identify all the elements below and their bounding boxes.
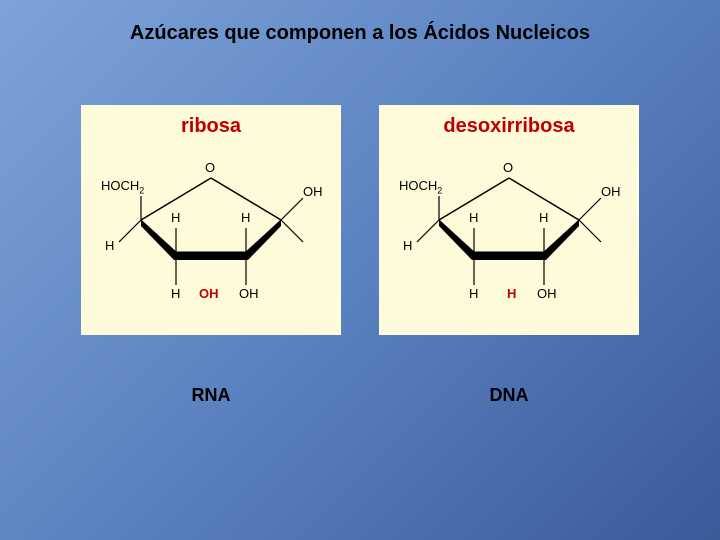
- label-h-tl-right: H: [469, 210, 478, 225]
- label-oh-br-right: OH: [537, 286, 557, 301]
- panels-row: ribosa: [0, 105, 720, 335]
- panel-desoxirribosa-title: desoxirribosa: [379, 105, 639, 138]
- label-hoch2-left: HOCH2: [101, 178, 144, 196]
- label-h-left-right: H: [403, 238, 412, 253]
- label-hoch2-right: HOCH2: [399, 178, 442, 196]
- label-oh-right-right: OH: [601, 184, 621, 199]
- panel-ribosa: ribosa: [81, 105, 341, 335]
- label-h-left-left: H: [105, 238, 114, 253]
- panel-desoxirribosa: desoxirribosa HOCH2 O: [379, 105, 639, 335]
- label-oxygen-left: O: [205, 160, 215, 175]
- footers-row: RNA DNA: [0, 385, 720, 406]
- footer-rna: RNA: [81, 385, 341, 406]
- label-h-tl-left: H: [171, 210, 180, 225]
- label-h-bl-left: H: [171, 286, 180, 301]
- label-h-tr-right: H: [539, 210, 548, 225]
- desoxirribosa-structure: HOCH2 O OH H H H H H OH: [379, 150, 639, 335]
- ribosa-structure: HOCH2 O OH H H H H OH OH: [81, 150, 341, 335]
- footer-dna: DNA: [379, 385, 639, 406]
- label-oxygen-right: O: [503, 160, 513, 175]
- page-title: Azúcares que componen a los Ácidos Nucle…: [0, 0, 720, 45]
- label-h-tr-left: H: [241, 210, 250, 225]
- label-h-bl-right: H: [469, 286, 478, 301]
- label-oh-right-left: OH: [303, 184, 323, 199]
- panel-ribosa-title: ribosa: [81, 105, 341, 138]
- label-oh-bottom-left: OH: [199, 286, 219, 301]
- label-h-bottom-right: H: [507, 286, 516, 301]
- label-oh-br-left: OH: [239, 286, 259, 301]
